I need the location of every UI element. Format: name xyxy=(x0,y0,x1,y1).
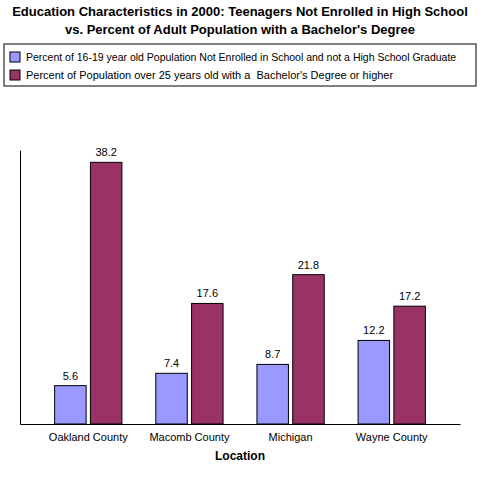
data-label: 17.2 xyxy=(399,290,420,302)
data-label: 12.2 xyxy=(363,324,384,336)
subtitle: vs. Percent of Adult Population with a B… xyxy=(65,22,415,37)
bar xyxy=(55,386,86,424)
data-label: 17.6 xyxy=(197,287,218,299)
legend-label: Percent of Population over 25 years old … xyxy=(26,69,393,81)
x-tick-label: Oakland County xyxy=(49,431,128,443)
bar xyxy=(358,340,389,424)
legend-swatch xyxy=(10,70,20,80)
data-label: 7.4 xyxy=(164,357,179,369)
title: Education Characteristics in 2000: Teena… xyxy=(12,4,468,19)
y-axis xyxy=(20,151,21,425)
data-label: 5.6 xyxy=(63,370,78,382)
bar xyxy=(394,306,425,424)
data-label: 8.7 xyxy=(265,348,280,360)
x-tick-label: Macomb County xyxy=(149,431,230,443)
x-tick: Wayne County xyxy=(356,424,428,443)
legend-swatch xyxy=(10,52,20,62)
x-tick-label: Wayne County xyxy=(356,431,428,443)
legend: Percent of 16-19 year old Population Not… xyxy=(4,44,476,86)
data-labels: 5.6 7.4 8.7 12.2 38.2 17.6 21.8 17.2 xyxy=(63,146,421,381)
x-tick: Michigan xyxy=(269,424,313,443)
legend-frame xyxy=(4,44,476,86)
y-axis-line xyxy=(20,151,21,425)
bar xyxy=(257,364,288,424)
legend-label: Percent of 16-19 year old Population Not… xyxy=(26,51,456,63)
bar xyxy=(90,162,121,424)
x-tick: Oakland County xyxy=(49,424,128,443)
data-label: 38.2 xyxy=(95,146,116,158)
x-tick: Macomb County xyxy=(149,424,230,443)
bars xyxy=(55,162,426,424)
x-axis-line xyxy=(21,424,461,425)
bar xyxy=(192,303,223,424)
x-tick-label: Michigan xyxy=(269,431,313,443)
bar xyxy=(293,275,324,424)
x-axis: Oakland County Macomb County Michigan Wayne… xyxy=(21,424,461,443)
x-axis-title: Location xyxy=(215,449,265,463)
bar xyxy=(156,373,187,424)
chart: Education Characteristics in 2000: Teena… xyxy=(0,0,480,480)
data-label: 21.8 xyxy=(298,259,319,271)
